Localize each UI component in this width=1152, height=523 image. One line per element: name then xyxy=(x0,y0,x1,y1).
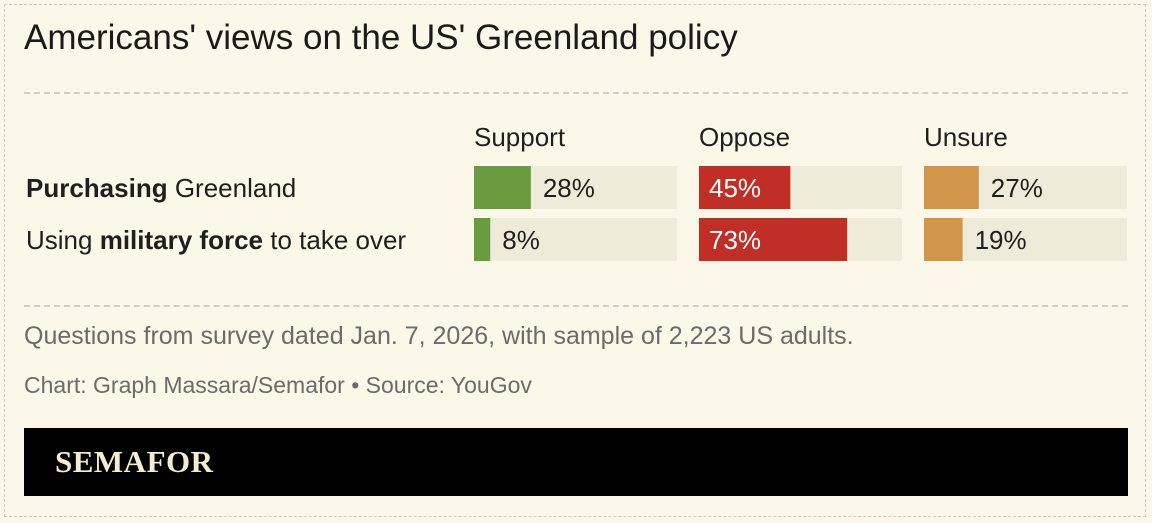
bar-oppose xyxy=(699,166,791,209)
row-label-part: Using xyxy=(26,225,100,255)
data-label-oppose: 73% xyxy=(709,225,761,255)
semafor-logo: SEMAFOR xyxy=(55,444,214,479)
bar-unsure xyxy=(924,166,979,209)
data-label-unsure: 19% xyxy=(975,225,1027,255)
bottom-divider xyxy=(24,305,1128,307)
column-header-oppose: Oppose xyxy=(699,122,790,152)
row-label-part: military force xyxy=(100,225,263,255)
credit-note: Chart: Graph Massara/Semafor • Source: Y… xyxy=(24,372,532,398)
bar-track-support xyxy=(474,218,677,261)
row-label-part: Greenland xyxy=(168,173,297,203)
row-label-0: Purchasing Greenland xyxy=(26,173,296,203)
bar-unsure xyxy=(924,218,963,261)
row-label-part: Purchasing xyxy=(26,173,168,203)
bar-chart: Support Oppose Unsure Purchasing Greenland 2… xyxy=(26,122,1127,261)
row-label-1: Using military force to take over xyxy=(26,225,406,255)
data-label-oppose: 45% xyxy=(709,173,761,203)
column-header-unsure: Unsure xyxy=(924,122,1008,152)
data-label-support: 8% xyxy=(502,225,540,255)
footer-bar: SEMAFOR xyxy=(24,428,1128,496)
top-divider xyxy=(24,92,1128,94)
data-label-support: 28% xyxy=(543,173,595,203)
bar-support xyxy=(474,218,491,261)
column-header-support: Support xyxy=(474,122,566,152)
bar-oppose xyxy=(699,218,848,261)
data-label-unsure: 27% xyxy=(991,173,1043,203)
bar-support xyxy=(474,166,531,209)
chart-title: Americans' views on the US' Greenland po… xyxy=(24,18,738,57)
row-label-part: to take over xyxy=(263,225,406,255)
survey-note: Questions from survey dated Jan. 7, 2026… xyxy=(24,322,854,350)
